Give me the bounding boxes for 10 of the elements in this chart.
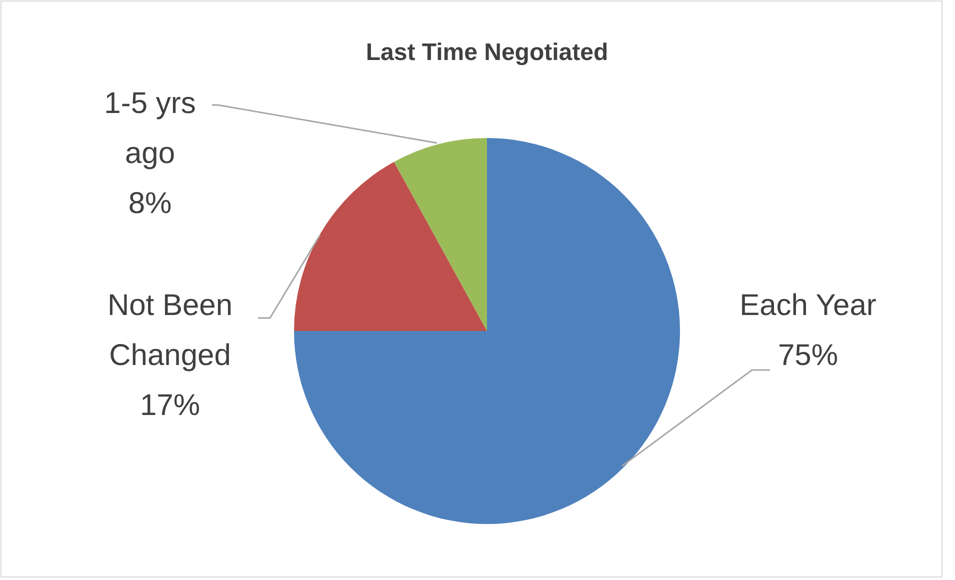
slice-label: Each Year [740, 289, 876, 322]
slice-label: 1-5 yrs ago [104, 87, 196, 170]
pie-slice [294, 162, 487, 331]
data-label: 75% [778, 339, 838, 372]
pie-slice [394, 138, 487, 331]
data-label: 17% [140, 389, 200, 422]
pie-slice [294, 138, 680, 524]
data-label: 8% [128, 187, 172, 220]
slice-label: Not Been Changed [107, 289, 233, 372]
chart-title: Last Time Negotiated [366, 39, 608, 66]
